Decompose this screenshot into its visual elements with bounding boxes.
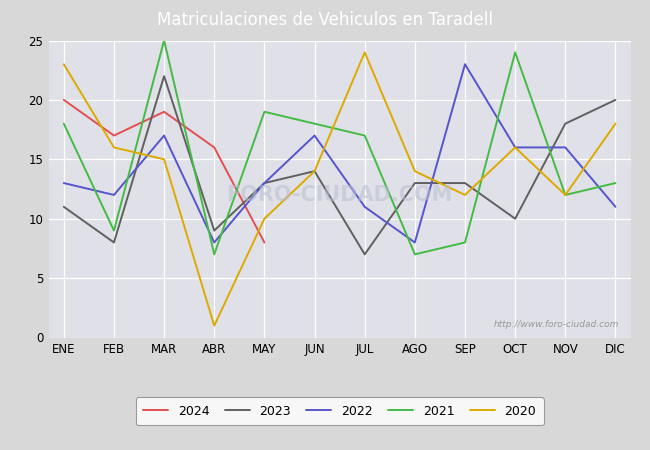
Text: Matriculaciones de Vehiculos en Taradell: Matriculaciones de Vehiculos en Taradell [157,11,493,29]
Legend: 2024, 2023, 2022, 2021, 2020: 2024, 2023, 2022, 2021, 2020 [135,397,544,425]
Text: http://www.foro-ciudad.com: http://www.foro-ciudad.com [493,320,619,328]
Text: FORO-CIUDAD.COM: FORO-CIUDAD.COM [226,185,453,205]
